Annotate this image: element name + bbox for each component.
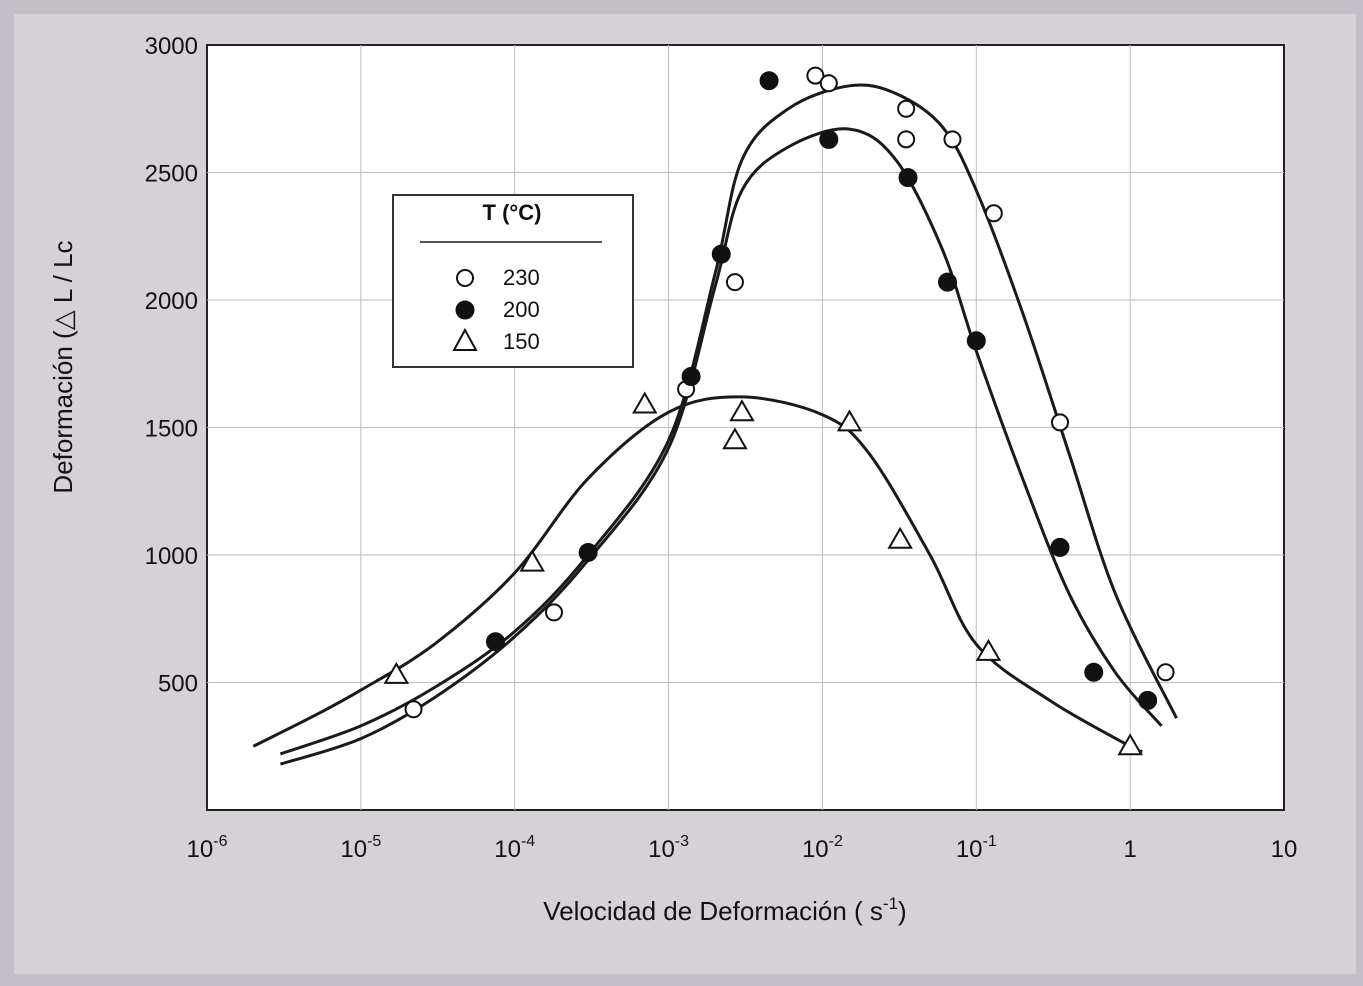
x-tick-label: 10 — [1271, 836, 1298, 863]
y-axis-ticks: 500 1000 1500 2000 2500 3000 — [145, 33, 198, 698]
point-150 — [632, 391, 658, 414]
legend-filled-circle-icon — [455, 300, 475, 320]
y-tick-label: 2000 — [145, 288, 198, 315]
x-tick-exponent: -2 — [829, 833, 843, 850]
point-200 — [759, 71, 779, 91]
fit-curve-230 — [279, 83, 1178, 756]
point-150 — [975, 638, 1002, 661]
point-230 — [897, 130, 916, 149]
x-tick-label: 10-2 — [802, 833, 843, 863]
point-200 — [938, 272, 958, 292]
point-200 — [681, 367, 701, 386]
point-230 — [897, 99, 916, 118]
x-tick-label: 10-1 — [956, 833, 997, 863]
x-tick-exponent: -6 — [213, 833, 227, 850]
x-tick-exponent: -3 — [675, 833, 689, 850]
y-tick-label: 1500 — [145, 416, 198, 443]
legend-open-triangle-icon — [452, 327, 478, 351]
y-axis-title: Deformación (△ L / Lc — [48, 240, 78, 493]
point-150 — [729, 399, 755, 422]
point-200 — [966, 331, 986, 351]
y-tick-label: 1000 — [145, 543, 198, 570]
legend-box — [392, 194, 634, 368]
y-tick-label: 3000 — [145, 33, 198, 60]
point-150 — [519, 549, 545, 572]
data-points — [383, 66, 1175, 756]
point-230 — [943, 130, 962, 149]
fit-curve-200 — [279, 127, 1163, 766]
legend-title: T (°C) — [483, 200, 542, 225]
point-150 — [383, 661, 410, 684]
x-axis-ticks: 10-6 10-5 10-4 10-3 10-2 10-1 1 10 — [187, 833, 1298, 863]
point-230 — [1050, 413, 1069, 432]
point-150 — [836, 409, 863, 432]
point-200 — [485, 632, 505, 652]
x-tick-exponent: -5 — [367, 833, 381, 850]
x-axis-title-superscript: -1 — [883, 894, 898, 913]
x-axis-title-tail: ) — [898, 896, 907, 926]
x-tick-exponent: -4 — [521, 833, 535, 850]
legend-open-circle-icon — [456, 269, 474, 287]
point-230 — [544, 603, 563, 622]
point-200 — [898, 168, 918, 188]
point-150 — [1117, 733, 1143, 756]
point-230 — [725, 273, 744, 292]
point-230 — [984, 204, 1003, 223]
point-150 — [722, 427, 748, 450]
point-200 — [1138, 690, 1158, 710]
legend: T (°C) 230 200 150 — [392, 194, 634, 368]
x-tick-label: 10-4 — [494, 833, 535, 863]
point-150 — [887, 526, 913, 549]
legend-label-230: 230 — [503, 265, 540, 290]
point-200 — [1084, 662, 1104, 682]
x-tick-label: 10-3 — [648, 833, 689, 863]
x-tick-label: 1 — [1123, 836, 1136, 863]
point-200 — [1050, 537, 1070, 557]
x-axis-title: Velocidad de Deformación ( s-1) — [543, 894, 906, 926]
point-230 — [1156, 663, 1175, 682]
point-230 — [404, 700, 423, 719]
legend-label-150: 150 — [503, 329, 540, 354]
point-230 — [819, 74, 838, 93]
x-tick-exponent: -1 — [983, 833, 997, 850]
x-tick-label: 10-5 — [340, 833, 381, 863]
y-tick-label: 2500 — [145, 161, 198, 188]
x-tick-label: 10-6 — [187, 833, 228, 863]
legend-label-200: 200 — [503, 297, 540, 322]
point-200 — [711, 244, 731, 264]
point-230 — [806, 66, 825, 85]
point-200 — [578, 542, 598, 562]
y-tick-label: 500 — [158, 671, 198, 698]
point-200 — [819, 129, 839, 149]
